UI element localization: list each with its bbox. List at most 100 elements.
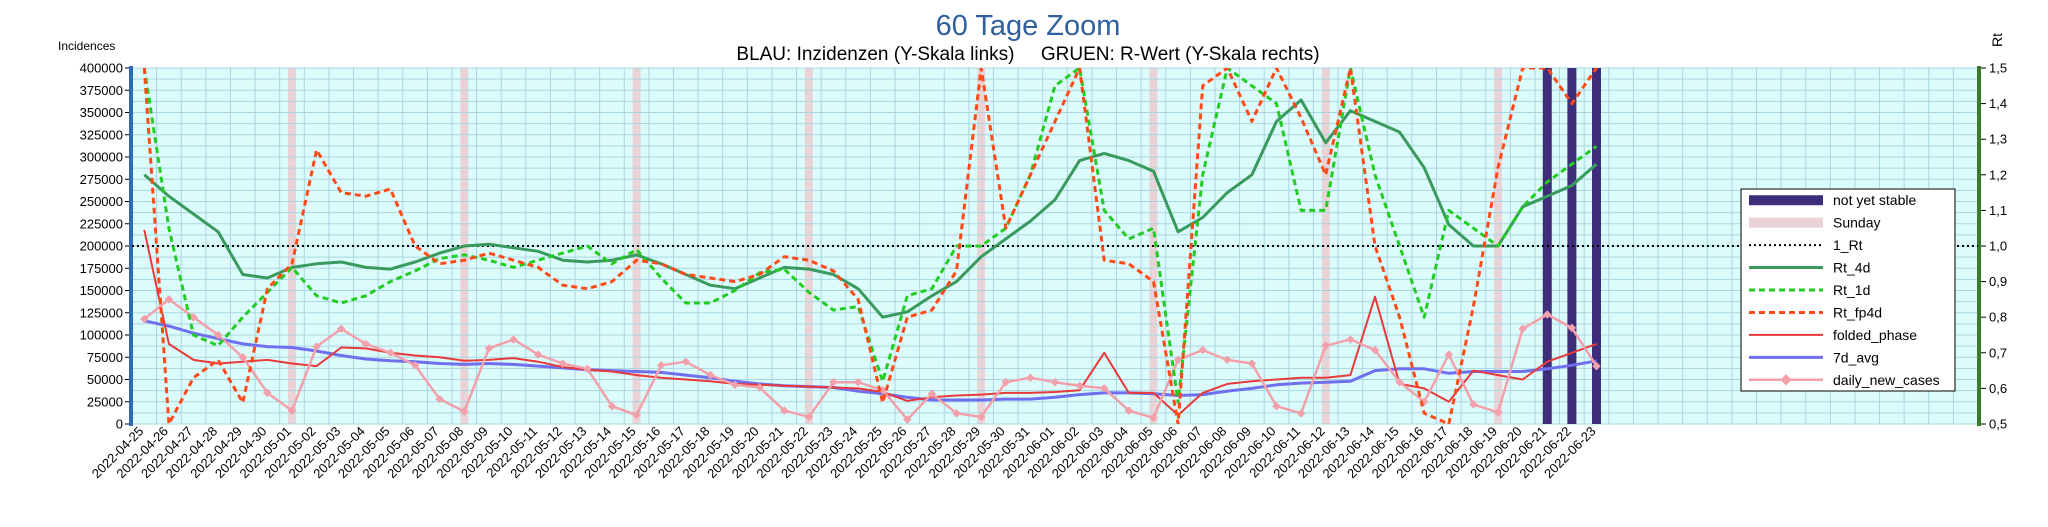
chart-subtitle: BLAU: Inzidenzen (Y-Skala links) GRUEN: … <box>736 44 1319 65</box>
data-point-daily-new-cases <box>287 406 297 415</box>
left-tick-label: 100000 <box>80 328 123 343</box>
left-tick-label: 225000 <box>80 216 123 231</box>
data-point-daily-new-cases <box>1493 408 1503 417</box>
data-point-daily-new-cases <box>1075 381 1084 390</box>
data-point-daily-new-cases <box>730 380 740 390</box>
right-tick-label: 1,1 <box>1989 203 2007 218</box>
data-point-daily-new-cases <box>976 412 986 422</box>
left-axis-label: Incidences <box>58 39 115 53</box>
legend-swatch-not-yet-stable <box>1749 195 1823 206</box>
legend-label: 1_Rt <box>1833 237 1863 253</box>
right-tick-label: 0,5 <box>1989 417 2007 432</box>
series-line-Rt-4d <box>143 98 1598 319</box>
data-point-daily-new-cases <box>1346 335 1355 344</box>
left-tick-label: 175000 <box>80 261 123 276</box>
data-point-daily-new-cases <box>238 353 248 362</box>
data-point-daily-new-cases <box>1370 345 1380 355</box>
series-line-7d-avg <box>143 319 1597 402</box>
data-point-daily-new-cases <box>460 407 469 416</box>
data-point-daily-new-cases <box>656 361 666 370</box>
legend-label: Sunday <box>1833 215 1880 231</box>
data-point-daily-new-cases <box>435 394 444 404</box>
data-point-daily-new-cases <box>1050 377 1060 387</box>
data-point-daily-new-cases <box>1592 361 1601 371</box>
data-point-daily-new-cases <box>1567 323 1577 333</box>
not-yet-stable-bar <box>1567 68 1577 424</box>
data-point-daily-new-cases <box>1543 310 1552 319</box>
right-tick-label: 1,4 <box>1989 96 2007 111</box>
data-point-daily-new-cases <box>780 406 789 415</box>
left-tick-label: 25000 <box>87 394 123 409</box>
not-yet-stable-bar <box>1591 68 1601 424</box>
data-point-daily-new-cases <box>829 377 838 387</box>
left-tick-label: 125000 <box>80 305 123 320</box>
left-tick-label: 200000 <box>80 239 123 254</box>
right-tick-label: 0,7 <box>1989 345 2007 360</box>
data-point-daily-new-cases <box>804 412 814 422</box>
data-point-daily-new-cases <box>1518 324 1527 334</box>
data-point-daily-new-cases <box>1001 377 1011 387</box>
series-line-Rt-fp4d <box>142 68 1598 424</box>
data-point-daily-new-cases <box>903 415 912 424</box>
data-point-daily-new-cases <box>632 410 641 420</box>
data-point-daily-new-cases <box>755 383 764 392</box>
left-tick-label: 50000 <box>87 372 123 387</box>
left-tick-label: 275000 <box>80 172 123 187</box>
right-tick-label: 1,5 <box>1989 61 2007 76</box>
data-point-daily-new-cases <box>1099 384 1109 393</box>
right-tick-label: 1,0 <box>1989 239 2007 254</box>
data-point-daily-new-cases <box>312 342 321 351</box>
right-axis-label: Rt <box>1989 33 2005 47</box>
left-tick-label: 350000 <box>80 105 123 120</box>
left-tick-label: 300000 <box>80 150 123 165</box>
data-point-daily-new-cases <box>213 330 223 340</box>
data-point-daily-new-cases <box>927 389 937 398</box>
data-point-daily-new-cases <box>509 335 518 344</box>
data-point-daily-new-cases <box>706 370 715 380</box>
data-point-daily-new-cases <box>484 344 494 353</box>
data-point-daily-new-cases <box>336 324 346 334</box>
legend: not yet stable Sunday 1_Rt Rt_4d Rt_1d Rt_fp4… <box>1740 188 1956 392</box>
series-group <box>140 68 1601 424</box>
left-tick-label: 325000 <box>80 127 123 142</box>
data-point-daily-new-cases <box>952 409 961 418</box>
series-line-daily-new-cases <box>143 298 1598 421</box>
data-point-daily-new-cases <box>1321 341 1330 350</box>
data-point-daily-new-cases <box>1469 400 1478 409</box>
data-point-daily-new-cases <box>853 377 863 387</box>
data-point-daily-new-cases <box>583 364 592 374</box>
data-point-daily-new-cases <box>1173 355 1183 365</box>
left-tick-label: 150000 <box>80 283 123 298</box>
data-point-daily-new-cases <box>386 348 395 358</box>
right-tick-label: 1,3 <box>1989 132 2007 147</box>
right-tick-label: 0,8 <box>1989 310 2007 325</box>
data-point-daily-new-cases <box>1444 350 1454 359</box>
data-point-daily-new-cases <box>361 339 371 349</box>
chart-title: 60 Tage Zoom <box>936 10 1121 42</box>
plot-area: 0 25000 50000 75000 100000 125000 150000 175000… <box>80 61 2007 482</box>
legend-swatch-sunday <box>1749 217 1823 228</box>
data-point-daily-new-cases <box>681 357 691 366</box>
data-point-daily-new-cases <box>1026 373 1035 382</box>
data-point-daily-new-cases <box>1124 406 1134 415</box>
legend-label: Rt_1d <box>1833 282 1870 298</box>
left-tick-label: 0 <box>116 417 123 432</box>
data-point-daily-new-cases <box>1395 377 1404 387</box>
legend-label: Rt_fp4d <box>1833 304 1882 320</box>
legend-label: 7d_avg <box>1833 349 1879 365</box>
data-point-daily-new-cases <box>1223 355 1232 365</box>
data-point-daily-new-cases <box>1149 413 1158 423</box>
data-point-daily-new-cases <box>263 388 272 398</box>
left-tick-label: 250000 <box>80 194 123 209</box>
data-point-daily-new-cases <box>164 295 174 304</box>
left-tick-label: 75000 <box>87 350 123 365</box>
data-point-daily-new-cases <box>1247 359 1257 368</box>
legend-label: daily_new_cases <box>1833 372 1940 388</box>
right-tick-label: 0,6 <box>1989 381 2007 396</box>
data-point-daily-new-cases <box>410 361 420 370</box>
legend-label: not yet stable <box>1833 192 1916 208</box>
legend-label: folded_phase <box>1833 327 1917 343</box>
right-tick-label: 1,2 <box>1989 167 2007 182</box>
data-point-daily-new-cases <box>607 401 617 411</box>
